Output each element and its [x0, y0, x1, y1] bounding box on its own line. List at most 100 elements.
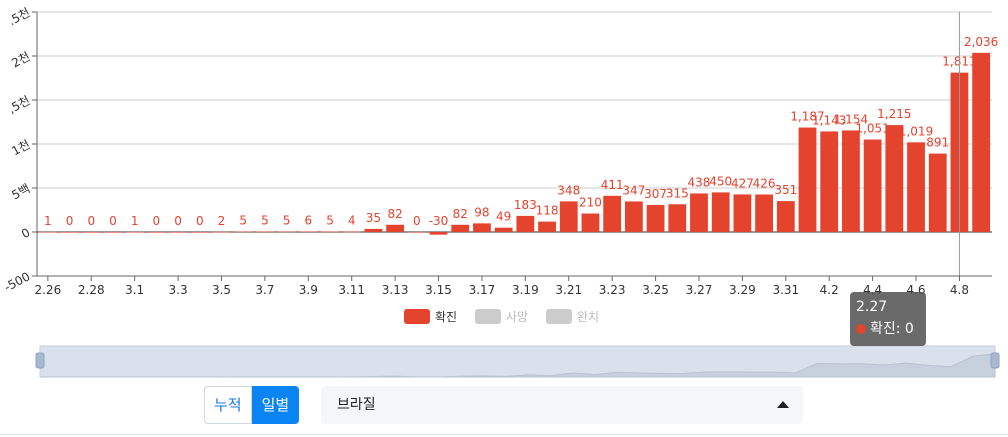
bar[interactable] [255, 231, 274, 233]
zoom-handle[interactable] [990, 352, 1000, 369]
bar[interactable] [407, 232, 426, 233]
bar[interactable] [624, 201, 643, 232]
data-label: 49 [496, 210, 511, 224]
bar[interactable] [646, 204, 665, 232]
x-tick-label: 3.27 [686, 283, 713, 297]
bar[interactable] [972, 52, 991, 232]
x-tick-label: 4.2 [820, 283, 839, 297]
y-tick-label: 0 [19, 225, 32, 241]
data-label: 426 [753, 177, 776, 191]
bar[interactable] [820, 131, 839, 232]
data-label: 82 [387, 207, 402, 221]
legend-item[interactable]: 사망 [475, 309, 528, 324]
bar[interactable] [538, 221, 556, 232]
country-select[interactable]: 브라질 [321, 386, 803, 424]
bar[interactable] [603, 195, 622, 232]
data-label: 0 [174, 214, 182, 228]
zoom-handle[interactable] [35, 352, 45, 369]
bar[interactable] [907, 142, 925, 232]
bar-series-confirmed[interactable] [38, 52, 991, 235]
tooltip-series-dot [856, 324, 866, 334]
x-tick-label: 3.31 [772, 283, 799, 297]
chart-tooltip: 2.27 확진: 0 [850, 292, 926, 346]
bar[interactable] [559, 201, 578, 232]
legend[interactable]: 확진 사망 완치 [404, 309, 599, 324]
bar[interactable] [364, 228, 383, 232]
data-label: 351 [774, 183, 797, 197]
daily-button[interactable]: 일별 [251, 386, 300, 424]
bar[interactable] [516, 215, 535, 232]
bar[interactable] [386, 224, 405, 232]
bar[interactable] [277, 231, 296, 233]
x-tick-label: 3.13 [382, 283, 409, 297]
bar[interactable] [234, 231, 253, 233]
bar[interactable] [104, 232, 122, 233]
x-tick-label: 2.28 [78, 283, 105, 297]
bar[interactable] [212, 231, 231, 233]
y-tick-label: -500 [2, 269, 33, 294]
bar[interactable] [82, 232, 101, 233]
data-label: -30 [429, 214, 449, 228]
bar[interactable] [928, 153, 947, 232]
bar[interactable] [429, 232, 448, 235]
bar[interactable] [125, 231, 144, 233]
bar[interactable] [473, 223, 491, 232]
bar[interactable] [299, 231, 318, 233]
data-label: 5 [261, 214, 269, 228]
cumulative-button[interactable]: 누적 [204, 386, 252, 424]
bar[interactable] [711, 192, 730, 232]
data-label: 2 [218, 214, 226, 228]
bar[interactable] [798, 127, 817, 232]
x-tick-label: 3.1 [125, 283, 144, 297]
x-tick-label: 3.21 [555, 283, 582, 297]
bar[interactable] [885, 125, 904, 232]
bar[interactable] [690, 193, 708, 232]
tooltip-title: 2.27 [856, 299, 888, 315]
data-label: 1,143 [812, 113, 846, 127]
x-tick-label: 3.3 [169, 283, 188, 297]
legend-label: 확진 [435, 310, 457, 324]
bar[interactable] [321, 231, 339, 233]
data-label: 307 [644, 187, 667, 201]
data-label: 5 [326, 214, 334, 228]
x-tick-label: 3.7 [255, 283, 274, 297]
y-tick-label: 5백 [9, 181, 32, 202]
data-label: 0 [413, 214, 421, 228]
bar[interactable] [190, 232, 209, 233]
bar[interactable] [147, 232, 166, 233]
bar[interactable] [169, 232, 187, 233]
bar[interactable] [776, 201, 795, 232]
x-tick-label: 2.26 [34, 283, 61, 297]
data-zoom-slider[interactable] [35, 345, 1000, 378]
data-label: 1,215 [877, 107, 911, 121]
bar[interactable] [668, 204, 687, 232]
data-label: 348 [557, 183, 580, 197]
bar[interactable] [842, 130, 860, 232]
bar[interactable] [38, 231, 57, 233]
y-tick-label: 1천 [9, 136, 33, 158]
x-tick-label: 3.5 [212, 283, 231, 297]
x-tick-label: 3.19 [512, 283, 539, 297]
data-label: 891 [926, 136, 949, 150]
data-label: 6 [304, 213, 312, 227]
data-label: 0 [153, 214, 161, 228]
legend-item[interactable]: 완치 [546, 309, 599, 324]
bar[interactable] [60, 232, 79, 233]
x-tick-label: 4.8 [950, 283, 969, 297]
bar[interactable] [342, 231, 361, 233]
bar[interactable] [451, 224, 470, 232]
data-label: 450 [709, 174, 732, 188]
legend-item[interactable]: 확진 [404, 309, 457, 324]
legend-swatch [546, 309, 572, 324]
data-label: 0 [109, 214, 117, 228]
bar[interactable] [581, 213, 600, 232]
zoom-preview-area [40, 353, 996, 378]
legend-swatch [475, 309, 501, 324]
bar[interactable] [755, 194, 774, 232]
data-label: 4 [348, 214, 356, 228]
data-label: 1,154 [834, 112, 868, 126]
bar[interactable] [494, 227, 513, 232]
bar[interactable] [733, 194, 752, 232]
bar[interactable] [863, 139, 882, 232]
caret-up-icon [777, 401, 789, 408]
